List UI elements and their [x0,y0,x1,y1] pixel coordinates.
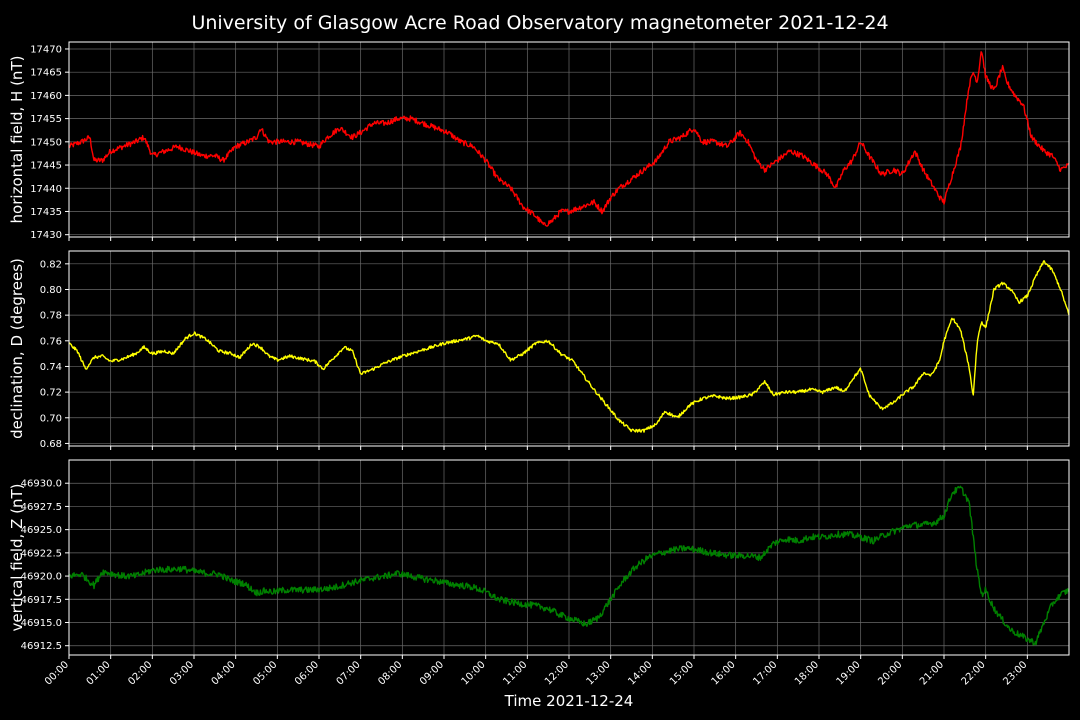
y-tick-label: 46925.0 [21,525,62,536]
y-tick-label: 0.72 [40,388,62,399]
y-tick-label: 17430 [30,230,62,241]
y-tick-label: 46912.5 [21,641,62,652]
y-tick-label: 46920.0 [21,572,62,583]
series-line-d [68,260,1070,433]
panel-frame [68,250,1070,447]
panel-frame [68,41,1070,238]
y-tick-label: 17465 [30,68,62,79]
y-axis-label: declination, D (degrees) [8,258,26,439]
y-tick-label: 0.76 [40,336,62,347]
y-tick-label: 0.70 [40,413,62,424]
y-tick-label: 17440 [30,184,62,195]
y-axis-label: vertical field, Z (nT) [8,483,26,631]
y-tick-label: 17445 [30,161,62,172]
y-tick-label: 17460 [30,91,62,102]
chart-title: University of Glasgow Acre Road Observat… [191,12,888,34]
y-tick-label: 46927.5 [21,502,62,513]
y-tick-label: 0.68 [40,439,62,450]
panel-frame [68,459,1070,656]
y-tick-label: 0.82 [40,259,62,270]
panel-h: 17430 17435 17440 17445 17450 17455 17460 17465… [8,41,1070,241]
y-tick-label: 17435 [30,207,62,218]
x-axis-label: Time 2021-12-24 [504,692,634,710]
y-tick-label: 17470 [30,44,62,55]
y-tick-label: 46915.0 [21,618,62,629]
series-line-z [68,485,1070,646]
y-tick-label: 46930.0 [21,479,62,490]
y-tick-label: 0.74 [40,362,62,373]
y-tick-label: 17455 [30,114,62,125]
y-tick-label: 17450 [30,137,62,148]
y-tick-label: 0.78 [40,311,62,322]
series-line-h [68,51,1070,227]
y-tick-label: 46917.5 [21,595,62,606]
panel-z: 46912.5 46915.0 46917.5 46920.0 46922.5 46925… [8,459,1070,659]
y-tick-label: 46922.5 [21,548,62,559]
panel-d: 0.68 0.70 0.72 0.74 0.76 0.78 0.80 0.82 declinat… [8,250,1070,450]
y-tick-label: 0.80 [40,285,62,296]
y-axis-label: horizontal field, H (nT) [8,56,26,224]
